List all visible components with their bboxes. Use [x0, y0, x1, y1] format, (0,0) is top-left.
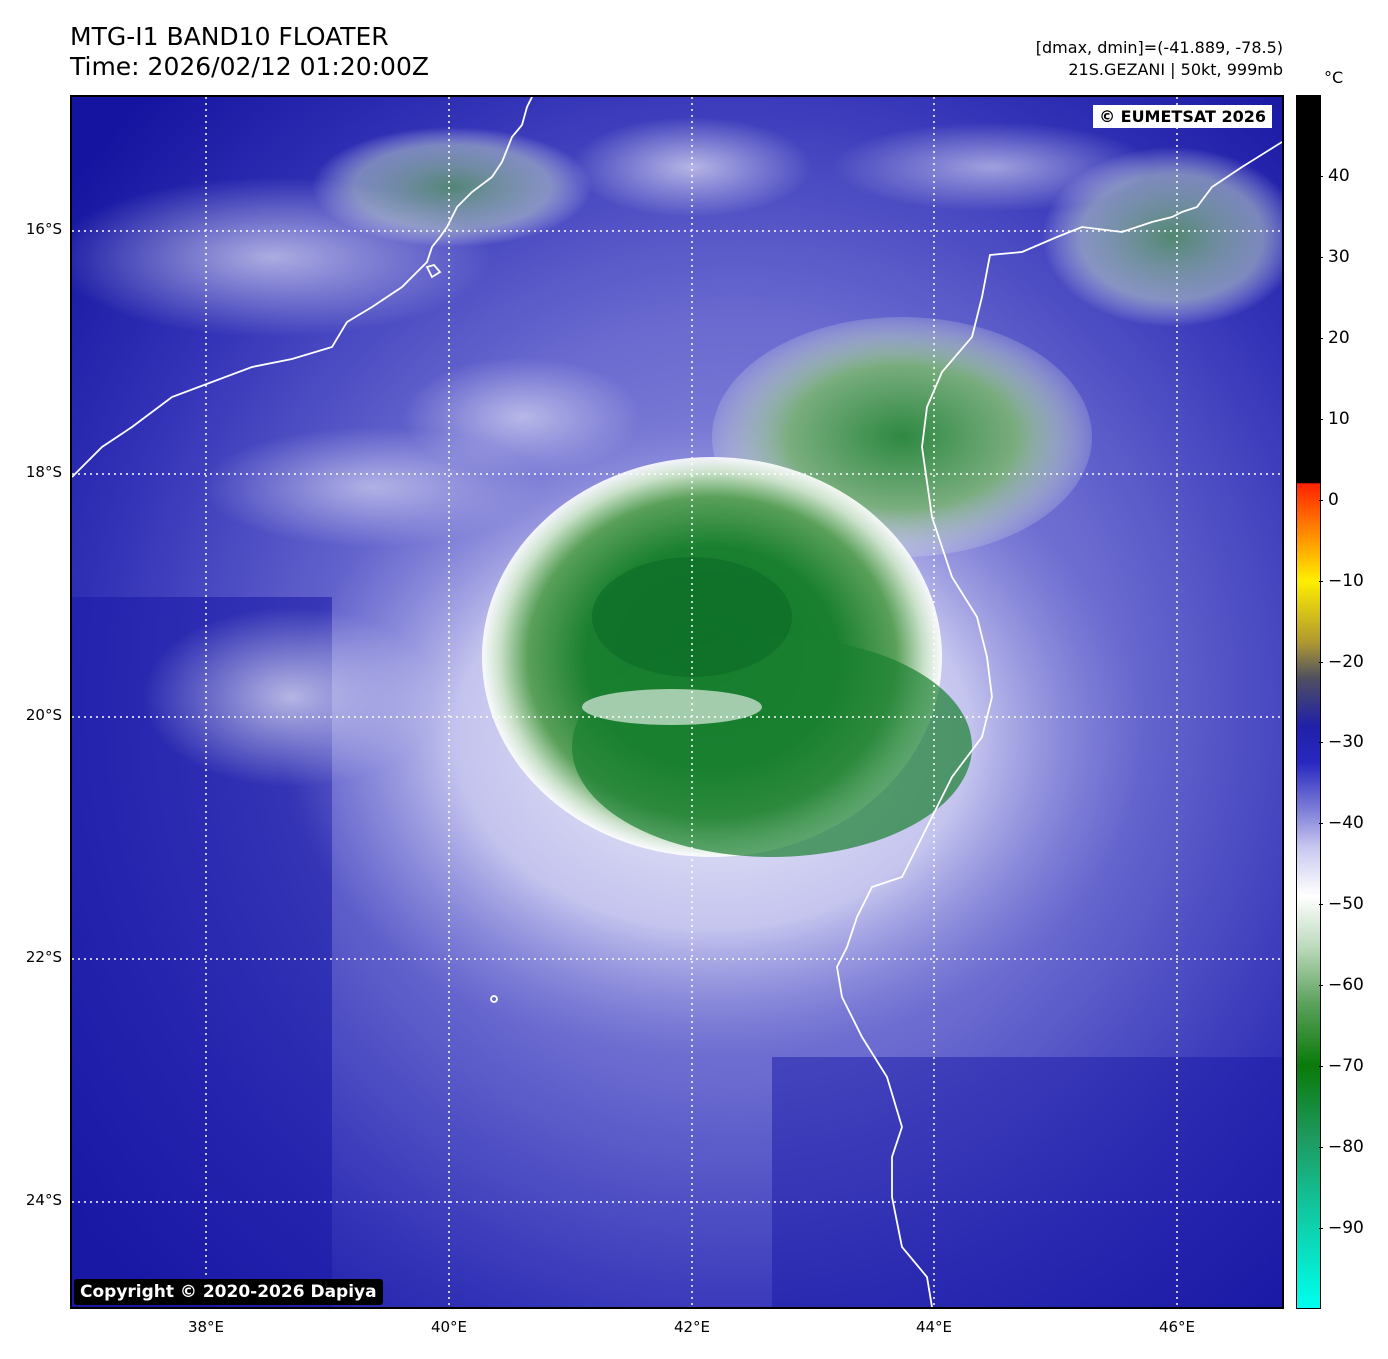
colorbar-tick-label: −10	[1328, 570, 1364, 591]
colorbar-tick-mark	[1319, 499, 1323, 501]
colorbar-tick-mark	[1319, 175, 1323, 177]
colorbar-tick-label: 10	[1328, 408, 1350, 429]
colorbar-tick-label: 20	[1328, 327, 1350, 348]
lat-label-22s: 22°S	[25, 948, 62, 966]
colorbar-tick-label: 0	[1328, 489, 1339, 510]
colorbar-tick-mark	[1319, 742, 1323, 744]
colorbar-tick-label: −70	[1328, 1056, 1364, 1077]
colorbar-tick-mark	[1319, 337, 1323, 339]
colorbar-tick-mark	[1319, 256, 1323, 258]
colorbar-tick-mark	[1319, 418, 1323, 420]
colorbar-tick-mark	[1319, 985, 1323, 987]
figure-title: MTG-I1 BAND10 FLOATER	[70, 22, 389, 51]
colorbar-tick-label: −40	[1328, 813, 1364, 834]
colorbar-unit: °C	[1324, 68, 1344, 87]
lon-label-40e: 40°E	[430, 1318, 468, 1336]
colorbar-tick-mark	[1319, 661, 1323, 663]
lon-label-46e: 46°E	[1158, 1318, 1196, 1336]
colorbar	[1296, 95, 1321, 1309]
lat-label-16s: 16°S	[25, 220, 62, 238]
graticule	[72, 97, 1282, 1307]
colorbar-tick-mark	[1319, 1228, 1323, 1230]
colorbar-tick-label: −90	[1328, 1218, 1364, 1239]
storm-info: 21S.GEZANI | 50kt, 999mb	[1068, 60, 1283, 79]
colorbar-tick-mark	[1319, 580, 1323, 582]
dapiya-copyright: Copyright © 2020-2026 Dapiya	[74, 1279, 383, 1305]
colorbar-tick-label: 40	[1328, 165, 1350, 186]
colorbar-tick-mark	[1319, 1147, 1323, 1149]
lon-label-38e: 38°E	[187, 1318, 225, 1336]
lat-label-24s: 24°S	[25, 1191, 62, 1209]
lon-label-44e: 44°E	[915, 1318, 953, 1336]
dmax-dmin-info: [dmax, dmin]=(-41.889, -78.5)	[1035, 38, 1283, 57]
satellite-imagery	[72, 97, 1282, 1307]
colorbar-tick-label: 30	[1328, 246, 1350, 267]
lon-label-42e: 42°E	[673, 1318, 711, 1336]
eumetsat-copyright: © EUMETSAT 2026	[1093, 105, 1272, 128]
colorbar-tick-label: −30	[1328, 732, 1364, 753]
colorbar-tick-mark	[1319, 823, 1323, 825]
colorbar-tick-mark	[1319, 904, 1323, 906]
colorbar-tick-label: −50	[1328, 894, 1364, 915]
colorbar-tick-label: −80	[1328, 1137, 1364, 1158]
colorbar-tick-label: −60	[1328, 975, 1364, 996]
coastline	[72, 97, 1282, 1307]
satellite-map[interactable]: © EUMETSAT 2026 Copyright © 2020-2026 Da…	[70, 95, 1284, 1309]
lat-label-18s: 18°S	[25, 463, 62, 481]
colorbar-tick-label: −20	[1328, 651, 1364, 672]
colorbar-tick-mark	[1319, 1066, 1323, 1068]
lat-label-20s: 20°S	[25, 706, 62, 724]
figure-time: Time: 2026/02/12 01:20:00Z	[70, 52, 429, 81]
